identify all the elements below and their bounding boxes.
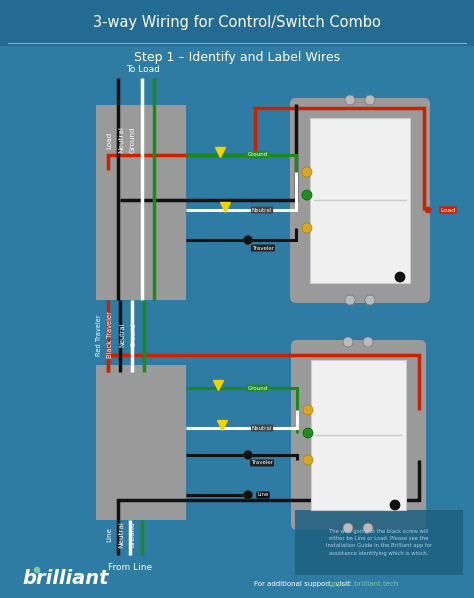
- Text: The wire going to the black screw will
either be Line or Load. Please see the
In: The wire going to the black screw will e…: [326, 529, 432, 556]
- Text: Line: Line: [106, 527, 112, 542]
- Text: From Line: From Line: [108, 563, 152, 572]
- Text: Traveler: Traveler: [252, 246, 274, 251]
- Text: Red Traveler: Red Traveler: [96, 314, 102, 356]
- Circle shape: [302, 190, 312, 200]
- Text: brilliant: brilliant: [22, 569, 109, 587]
- Circle shape: [345, 95, 355, 105]
- Circle shape: [365, 295, 375, 305]
- Circle shape: [303, 428, 313, 438]
- Circle shape: [303, 455, 313, 465]
- Circle shape: [345, 295, 355, 305]
- Bar: [96, 365, 186, 520]
- Circle shape: [395, 272, 405, 282]
- Text: Load: Load: [106, 132, 112, 149]
- Text: Step 1 – Identify and Label Wires: Step 1 – Identify and Label Wires: [134, 51, 340, 65]
- Text: Traveler: Traveler: [251, 460, 273, 465]
- Text: For additional support, visit: For additional support, visit: [254, 581, 352, 587]
- Bar: [96, 105, 186, 300]
- Text: support.brilliant.tech: support.brilliant.tech: [326, 581, 400, 587]
- Circle shape: [244, 236, 253, 245]
- FancyBboxPatch shape: [290, 98, 430, 303]
- Circle shape: [303, 405, 313, 415]
- Text: Black Traveler: Black Traveler: [107, 312, 113, 358]
- Text: Ground: Ground: [248, 152, 268, 157]
- Circle shape: [363, 523, 373, 533]
- Circle shape: [302, 223, 312, 233]
- Bar: [0, 0, 474, 46]
- Text: Neutral: Neutral: [118, 521, 124, 548]
- Circle shape: [244, 490, 253, 499]
- Text: Neutral: Neutral: [252, 426, 272, 431]
- Text: Ground: Ground: [248, 386, 268, 390]
- Circle shape: [343, 523, 353, 533]
- Text: Ground: Ground: [130, 127, 136, 153]
- Text: 3-way Wiring for Control/Switch Combo: 3-way Wiring for Control/Switch Combo: [93, 16, 381, 30]
- Bar: [311, 360, 406, 510]
- Circle shape: [244, 450, 253, 459]
- Text: Neutral: Neutral: [119, 323, 125, 347]
- Text: Load: Load: [440, 208, 456, 212]
- Bar: [310, 118, 410, 283]
- Circle shape: [34, 567, 40, 573]
- Circle shape: [343, 337, 353, 347]
- Text: Line: Line: [257, 493, 269, 498]
- Circle shape: [365, 95, 375, 105]
- Text: Ground: Ground: [130, 521, 136, 548]
- Text: To Load: To Load: [126, 65, 160, 74]
- Circle shape: [425, 207, 431, 213]
- Circle shape: [390, 500, 400, 510]
- FancyBboxPatch shape: [291, 340, 426, 530]
- Text: Neutral: Neutral: [252, 208, 272, 212]
- Circle shape: [363, 337, 373, 347]
- Text: Ground: Ground: [131, 323, 137, 347]
- Circle shape: [302, 167, 312, 177]
- Text: Neutral: Neutral: [118, 127, 124, 154]
- Bar: [295, 510, 463, 575]
